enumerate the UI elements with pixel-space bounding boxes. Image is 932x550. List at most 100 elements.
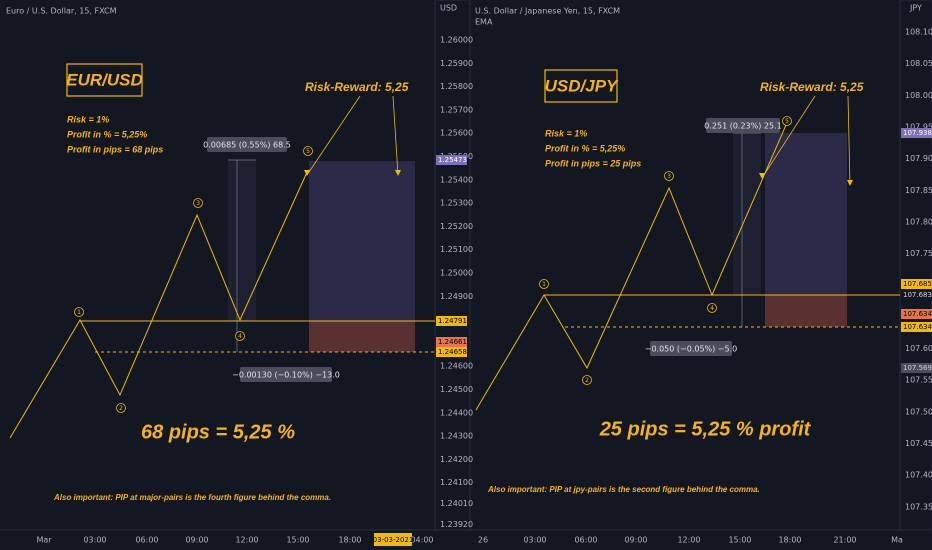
price-tag-label: 107.683 [903, 291, 932, 299]
waypoint-label: 5 [785, 118, 789, 125]
arrow [306, 95, 361, 176]
price-tick-label: 1.24500 [440, 385, 473, 394]
date-tag [374, 533, 412, 546]
price-tick-label: 1.24100 [440, 478, 473, 487]
time-label: 12:00 [677, 536, 700, 545]
price-tag-label: 107.938 [903, 129, 932, 137]
price-tick-label: 107.600 [905, 344, 932, 353]
price-tick-label: 1.25000 [440, 269, 473, 278]
arrow [392, 95, 399, 176]
waypoint-label: 2 [585, 377, 589, 384]
waypoint-label: 2 [119, 405, 123, 412]
time-label: Ma [891, 536, 903, 545]
waypoint-label: 1 [77, 309, 81, 316]
risk-note: Profit in pips = 25 pips [545, 158, 641, 168]
price-tag-label: 1.25473 [438, 156, 467, 164]
price-tick-label: 108.050 [905, 59, 932, 68]
time-label: 26 [478, 536, 488, 545]
price-tag-label: 1.24661 [438, 338, 467, 346]
measure-label: −0.050 (−0.05%) −5.0 [645, 345, 737, 354]
footnote: Also important: PIP at major-pairs is th… [53, 493, 331, 502]
risk-note: Profit in % = 5,25% [67, 129, 147, 139]
profit-zone [309, 161, 415, 321]
price-tick-label: 1.23920 [440, 520, 473, 529]
price-tag-label: 107.685 [903, 280, 932, 288]
price-tag [436, 316, 467, 326]
profit-zone [765, 133, 847, 295]
price-tick-label: 107.450 [905, 439, 932, 448]
risk-note: Risk = 1% [67, 114, 109, 124]
price-tick-label: 1.25300 [440, 199, 473, 208]
pair-label: USD/JPY [545, 76, 619, 95]
price-tick-label: 1.25100 [440, 245, 473, 254]
price-tag [901, 128, 932, 138]
time-label: 21:00 [833, 536, 856, 545]
price-tag [901, 363, 932, 373]
time-label: 04:00 [410, 536, 433, 545]
price-tick-label: 1.24200 [440, 455, 473, 464]
time-label: 12:00 [235, 536, 258, 545]
time-label: 18:00 [778, 536, 801, 545]
risk-note: Risk = 1% [545, 128, 587, 138]
arrow-head [304, 170, 310, 176]
price-axis [434, 0, 471, 531]
price-tick-label: 107.500 [905, 407, 932, 416]
waypoint-label: 4 [238, 333, 242, 340]
measure-label: 0.251 (0.23%) 25.1 [704, 122, 781, 131]
chart-header: Euro / U.S. Dollar, 15, FXCM [6, 7, 117, 16]
price-tag-label: 1.24658 [438, 348, 467, 356]
price-tag-label: 107.634 [903, 323, 932, 331]
waypoint-label: 3 [196, 200, 200, 207]
arrow-head [759, 173, 765, 179]
price-tag [901, 309, 932, 319]
price-tick-label: 107.900 [905, 154, 932, 163]
arrow [761, 95, 816, 179]
price-tick-label: 107.800 [905, 217, 932, 226]
loss-zone [765, 295, 847, 327]
price-tag [436, 337, 467, 347]
waypoint-label: 5 [306, 148, 310, 155]
time-label: 03:00 [523, 536, 546, 545]
price-tag-label: 1.24791 [438, 317, 467, 325]
price-tick-label: 107.750 [905, 249, 932, 258]
waypoint-circle [539, 279, 549, 289]
summary: 25 pips = 5,25 % profit [599, 418, 812, 440]
price-tag [436, 155, 467, 165]
risk-reward: Risk-Reward: 5,25 [760, 80, 864, 94]
date-tag-label: 03-03-2021 [373, 536, 414, 544]
measure-area [228, 160, 256, 321]
price-axis [899, 0, 932, 531]
pair-label: EUR/USD [66, 70, 143, 89]
arrow-head [395, 170, 401, 176]
measure-box [706, 118, 780, 133]
summary: 68 pips = 5,25 % [141, 421, 295, 443]
time-label: 06:00 [135, 536, 158, 545]
pair-box [544, 69, 618, 103]
price-tick-label: 108.100 [905, 28, 932, 37]
price-tick-label: 108.000 [905, 91, 932, 100]
waypoint-circle [116, 403, 126, 413]
waypoint-circle [707, 303, 717, 313]
time-label: 06:00 [574, 536, 597, 545]
price-tick-label: 107.950 [905, 122, 932, 131]
indicator-label: EMA [475, 18, 493, 27]
price-tag-label: 107.569 [903, 364, 932, 372]
arrow-head [847, 180, 853, 186]
pair-box [66, 63, 143, 97]
price-tag [900, 289, 932, 301]
measure-box [207, 137, 287, 152]
measure-box [650, 341, 732, 356]
price-tick-label: 1.24300 [440, 432, 473, 441]
price-tick-label: 1.24400 [440, 408, 473, 417]
measure-label: 0.00685 (0.55%) 68.5 [203, 141, 291, 150]
price-tick-label: 1.25600 [440, 129, 473, 138]
waypoint-circle [782, 116, 792, 126]
waypoint-circle [74, 307, 84, 317]
price-tick-label: 1.25700 [440, 105, 473, 114]
measure-box [240, 367, 332, 382]
price-tick-label: 107.850 [905, 186, 932, 195]
risk-reward: Risk-Reward: 5,25 [305, 80, 409, 94]
risk-note: Profit in % = 5,25% [545, 143, 625, 153]
waypoint-circle [582, 375, 592, 385]
footnote: Also important: PIP at jpy-pairs is the … [487, 485, 760, 494]
